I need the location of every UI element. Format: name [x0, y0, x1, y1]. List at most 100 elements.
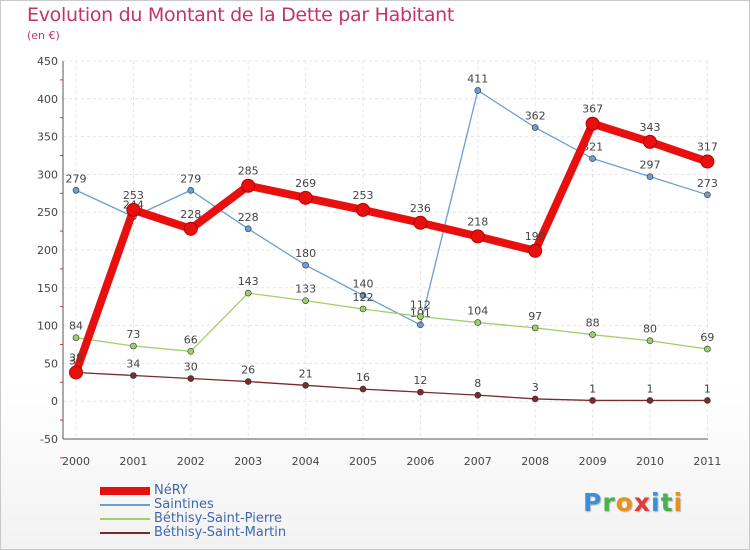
data-label: 362 — [525, 110, 546, 123]
data-point — [643, 134, 657, 149]
data-label: 297 — [640, 159, 661, 172]
data-point — [241, 178, 256, 193]
data-point — [130, 372, 137, 379]
series-line-2 — [75, 292, 709, 352]
data-label: 133 — [295, 283, 316, 296]
data-point — [187, 375, 195, 382]
data-point — [531, 124, 539, 131]
data-label: 143 — [238, 275, 259, 288]
data-label: 73 — [126, 328, 140, 341]
data-label: 84 — [69, 320, 83, 333]
data-label: 97 — [528, 310, 542, 323]
data-point — [417, 313, 424, 320]
proxiti-logo: Proxiti — [583, 488, 684, 517]
y-tick-label: 200 — [37, 244, 58, 257]
data-label: 88 — [586, 317, 600, 330]
y-tick-label: -50 — [40, 433, 58, 446]
y-tick-label: 50 — [44, 357, 58, 370]
data-point — [474, 391, 482, 399]
data-point — [359, 305, 367, 313]
data-label: 122 — [353, 291, 374, 304]
x-tick-label: 2011 — [693, 455, 721, 468]
y-tick-label: 450 — [37, 55, 58, 68]
data-point — [244, 289, 252, 297]
data-label: 411 — [467, 72, 488, 85]
data-point — [244, 225, 252, 233]
legend-swatch — [100, 487, 150, 495]
x-tick-label: 2005 — [349, 455, 377, 468]
data-label: 218 — [467, 215, 488, 228]
legend-swatch — [100, 504, 150, 506]
data-label: 66 — [184, 333, 198, 346]
data-point — [474, 87, 482, 94]
data-label: 253 — [123, 189, 144, 202]
x-tick-label: 2010 — [636, 455, 664, 468]
data-point — [298, 190, 313, 205]
data-point — [589, 331, 596, 338]
data-label: 236 — [410, 202, 431, 215]
data-label: 180 — [295, 247, 316, 260]
data-label: 367 — [582, 103, 603, 116]
data-label: 69 — [700, 331, 714, 344]
data-point — [302, 297, 309, 304]
y-tick-label: 350 — [37, 131, 58, 144]
x-tick-label: 2009 — [579, 455, 607, 468]
data-label: 34 — [126, 357, 140, 370]
data-point — [417, 321, 424, 329]
data-point — [187, 348, 195, 355]
data-label: 253 — [353, 189, 374, 202]
x-tick-label: 2003 — [234, 455, 262, 468]
data-point — [704, 397, 711, 404]
data-point — [470, 229, 485, 244]
data-point — [72, 186, 80, 194]
legend-label: Saintines — [154, 497, 214, 512]
data-point — [417, 388, 424, 396]
series-line-3 — [75, 371, 709, 402]
data-label: 8 — [474, 377, 481, 390]
y-tick-label: 0 — [51, 395, 58, 408]
data-label: 3 — [532, 381, 539, 394]
data-label: 1 — [704, 382, 711, 395]
data-label: 80 — [643, 323, 657, 336]
data-point — [700, 154, 715, 169]
data-label: 317 — [697, 141, 718, 154]
data-point — [589, 155, 596, 162]
x-tick-label: 2001 — [119, 455, 147, 468]
data-point — [528, 243, 543, 258]
data-point — [69, 365, 83, 380]
data-label: 228 — [238, 211, 259, 224]
data-label: 38 — [69, 351, 83, 364]
data-label: 273 — [697, 177, 718, 190]
chart-subtitle: (en €) — [27, 29, 60, 42]
data-point — [413, 215, 428, 230]
data-label: 279 — [180, 172, 201, 185]
data-point — [356, 202, 370, 217]
chart-title: Evolution du Montant de la Dette par Hab… — [27, 4, 455, 26]
data-point — [589, 397, 596, 404]
x-tick-label: 2007 — [464, 455, 492, 468]
data-label: 279 — [66, 172, 87, 185]
legend-swatch — [100, 532, 150, 534]
data-point — [531, 395, 539, 403]
data-point — [646, 173, 654, 180]
legend-swatch — [100, 518, 150, 520]
data-label: 140 — [353, 277, 374, 290]
data-point — [359, 385, 367, 393]
data-point — [704, 345, 711, 353]
data-label: 12 — [413, 374, 427, 387]
data-label: 30 — [184, 361, 198, 374]
data-label: 21 — [299, 367, 313, 380]
legend-label: Béthisy-Saint-Martin — [154, 525, 287, 540]
data-point — [130, 342, 137, 350]
data-point — [126, 202, 141, 217]
y-tick-label: 300 — [37, 168, 58, 181]
series-line-1 — [75, 89, 709, 326]
legend-label: NéRY — [154, 483, 188, 498]
x-tick-label: 2002 — [177, 455, 205, 468]
data-label: 16 — [356, 371, 370, 384]
data-label: 228 — [180, 208, 201, 221]
data-point — [585, 116, 600, 131]
data-point — [474, 319, 482, 326]
x-tick-label: 2006 — [406, 455, 434, 468]
